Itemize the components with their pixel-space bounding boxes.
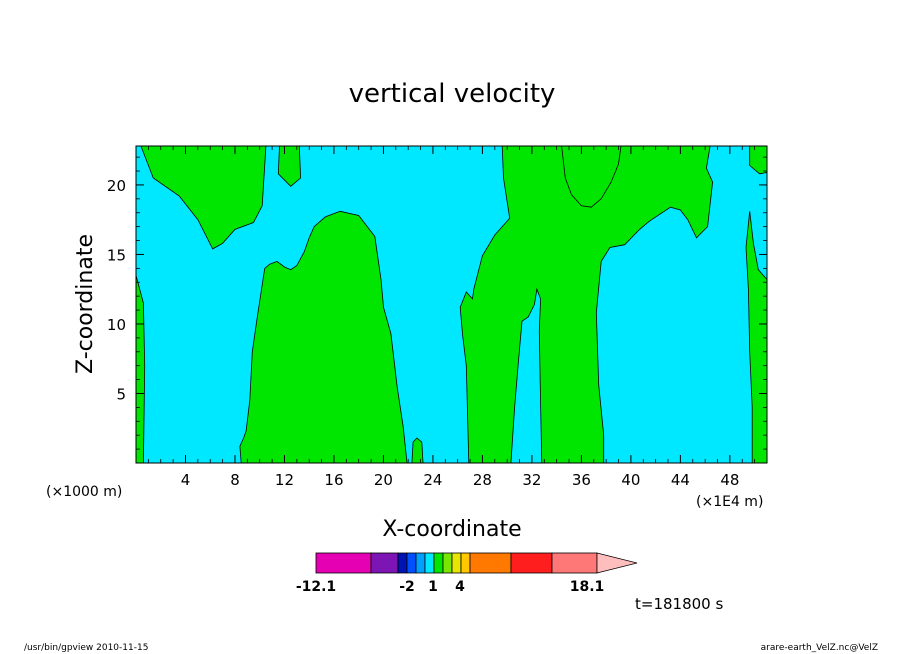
- colorbar-segment: [397, 552, 408, 574]
- x-tick-label: 36: [572, 471, 591, 489]
- colorbar-segment: [469, 552, 512, 574]
- colorbar-segment: [442, 552, 453, 574]
- x-axis: 4 8 12 16 20 24 28 32 36 40 44 48: [147, 146, 756, 489]
- colorbar-label-1: 1: [428, 579, 438, 595]
- x-unit-left: (×1000 m): [46, 484, 122, 500]
- x-tick-label: 20: [374, 471, 393, 489]
- y-tick-label: 10: [107, 316, 126, 334]
- colorbar-label-neg2: -2: [399, 579, 415, 595]
- positive-region: [459, 145, 714, 464]
- colorbar-segment: [406, 552, 417, 574]
- x-tick-label: 12: [275, 471, 294, 489]
- time-annotation: t=181800 s: [635, 595, 723, 613]
- y-tick-label: 20: [107, 177, 126, 195]
- y-axis: 5 10 15 20: [107, 156, 767, 450]
- colorbar-label-min: -12.1: [296, 579, 336, 595]
- positive-region: [239, 210, 408, 464]
- chart-title: vertical velocity: [349, 79, 556, 109]
- colorbar-label-max: 18.1: [570, 579, 605, 595]
- x-tick-label: 44: [671, 471, 690, 489]
- x-tick-label: 48: [720, 471, 739, 489]
- positive-regions: [135, 145, 768, 464]
- y-tick-label: 15: [107, 246, 126, 264]
- colorbar-labels: -12.1 -2 1 4 18.1: [296, 579, 604, 595]
- colorbar-segment: [370, 552, 399, 574]
- x-axis-label: X-coordinate: [382, 517, 521, 542]
- colorbar: [315, 552, 638, 574]
- x-tick-label: 28: [473, 471, 492, 489]
- x-tick-label: 8: [230, 471, 240, 489]
- colorbar-segment: [451, 552, 462, 574]
- colorbar-segment: [424, 552, 435, 574]
- positive-region: [411, 437, 424, 464]
- plot-area: [135, 145, 768, 464]
- x-tick-label: 4: [181, 471, 191, 489]
- colorbar-segment: [433, 552, 444, 574]
- y-tick-label: 5: [116, 385, 126, 403]
- positive-region: [561, 145, 622, 208]
- x-tick-label: 24: [423, 471, 442, 489]
- x-tick-label: 16: [324, 471, 343, 489]
- footer-left: /usr/bin/gpview 2010-11-15: [24, 643, 148, 653]
- colorbar-segment: [510, 552, 553, 574]
- x-unit-right: (×1E4 m): [696, 494, 763, 510]
- colorbar-segment: [460, 552, 471, 574]
- plot-frame: [135, 145, 768, 464]
- footer-right: arare-earth_VelZ.nc@VelZ: [761, 643, 878, 653]
- colorbar-arrow: [596, 552, 638, 574]
- colorbar-segment: [551, 552, 598, 574]
- y-axis-label: Z-coordinate: [73, 234, 98, 374]
- x-tick-label: 40: [621, 471, 640, 489]
- colorbar-segment: [315, 552, 372, 574]
- colorbar-label-4: 4: [455, 579, 465, 595]
- colorbar-segment: [415, 552, 426, 574]
- positive-region: [140, 145, 267, 250]
- x-tick-label: 32: [522, 471, 541, 489]
